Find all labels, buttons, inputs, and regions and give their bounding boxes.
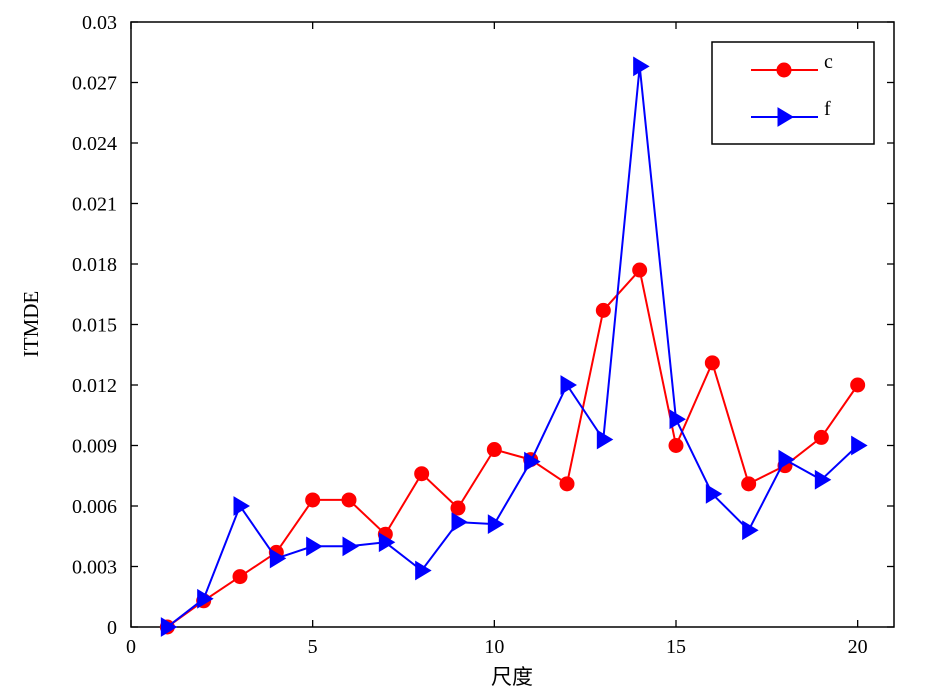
data-point-f xyxy=(160,617,178,637)
data-point-f xyxy=(560,375,577,395)
x-tick-label: 20 xyxy=(848,636,868,658)
y-tick-label: 0.006 xyxy=(72,496,117,518)
data-point-c xyxy=(486,442,502,458)
data-point-f xyxy=(705,484,723,504)
data-point-f xyxy=(451,512,468,533)
legend-marker xyxy=(776,62,792,78)
data-point-f xyxy=(742,520,759,541)
series-f xyxy=(160,56,868,637)
data-point-c xyxy=(741,476,757,492)
data-point-c xyxy=(341,492,357,508)
data-point-f xyxy=(778,449,795,470)
data-point-c xyxy=(595,302,611,318)
legend-entry-f: f xyxy=(751,98,831,127)
legend-items: cf xyxy=(751,51,833,127)
y-axis-title: ITMDE xyxy=(19,291,43,358)
data-point-c xyxy=(414,466,430,482)
data-point-f xyxy=(669,409,686,430)
data-point-c xyxy=(704,355,720,371)
series-line-c xyxy=(166,267,859,628)
y-tick-label: 0.012 xyxy=(72,375,117,397)
data-point-f xyxy=(596,429,614,450)
x-tick-label: 15 xyxy=(666,636,686,658)
x-tick-label: 5 xyxy=(308,636,318,658)
data-point-f xyxy=(633,56,650,77)
data-point-c xyxy=(232,569,248,585)
legend: cf xyxy=(711,41,875,145)
y-tick-label: 0.015 xyxy=(72,315,117,337)
y-tick-label: 0.018 xyxy=(72,254,117,276)
legend-label: f xyxy=(824,98,831,120)
data-point-f xyxy=(233,496,250,516)
data-point-f xyxy=(487,514,505,535)
legend-label: c xyxy=(824,51,833,73)
y-tick-label: 0.009 xyxy=(72,436,117,458)
legend-marker xyxy=(777,107,794,127)
y-tick-label: 0.021 xyxy=(72,194,117,216)
legend-entry-c: c xyxy=(751,51,833,78)
data-point-c xyxy=(450,500,466,516)
data-point-f xyxy=(814,469,832,490)
legend-box xyxy=(711,41,875,145)
data-point-f xyxy=(269,548,287,569)
x-tick-label: 10 xyxy=(484,636,504,658)
data-point-c xyxy=(559,476,575,492)
y-tick-label: 0.027 xyxy=(72,73,117,95)
data-point-c xyxy=(632,262,648,278)
y-tick-label: 0.003 xyxy=(72,557,117,579)
data-point-c xyxy=(305,492,321,508)
x-axis-title: 尺度 xyxy=(491,665,533,689)
axis-ticks: 0 5 10 15 20 0 0.003 0.006 0.009 0.012 0.015 0.018 0… xyxy=(72,12,894,658)
data-point-c xyxy=(850,377,866,393)
data-point-f xyxy=(306,536,323,557)
data-point-f xyxy=(197,588,214,609)
data-point-f xyxy=(378,532,396,553)
data-point-f xyxy=(851,435,868,456)
data-point-c xyxy=(813,429,829,445)
data-point-f xyxy=(415,560,432,581)
data-point-f xyxy=(524,451,541,472)
x-tick-label: 0 xyxy=(126,636,136,658)
series-layer xyxy=(159,56,868,637)
data-point-c xyxy=(668,438,684,453)
data-point-f xyxy=(342,536,359,557)
y-tick-label: 0.024 xyxy=(72,133,117,155)
y-tick-label: 0.03 xyxy=(82,12,117,34)
series-c xyxy=(159,262,866,635)
y-tick-label: 0 xyxy=(107,617,117,639)
series-line-f xyxy=(166,66,859,628)
